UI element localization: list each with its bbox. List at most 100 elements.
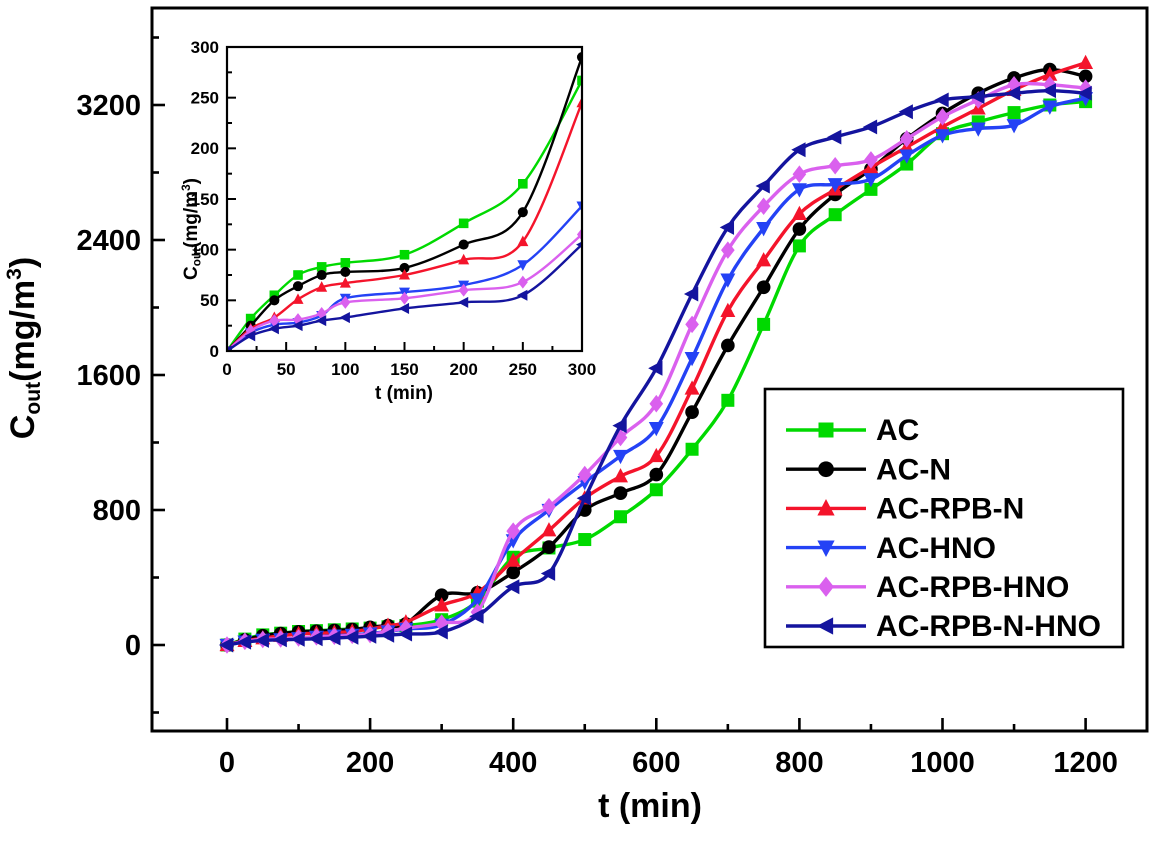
triangle-left-marker (648, 360, 663, 376)
triangle-left-marker (576, 490, 591, 506)
inset-plot-series-AC-HNO-line (228, 205, 581, 350)
circle-marker (721, 338, 735, 353)
triangle-down-marker (576, 201, 581, 211)
square-marker (864, 182, 878, 196)
inset-plot: 0 50 100 150 200 250 300 0 50 100 150 200 250 300 t (m… (180, 38, 596, 404)
inset-plot-x-tick-label: 250 (509, 360, 537, 379)
inset-plot-series-AC-line (228, 79, 581, 350)
circle-icon (818, 461, 834, 478)
triangle-up-marker (541, 522, 557, 537)
triangle-down-marker (863, 173, 879, 188)
inset-plot-x-tick-label: 150 (390, 360, 418, 379)
square-marker (578, 533, 592, 547)
triangle-up-marker (1078, 54, 1094, 69)
diamond-marker (1007, 75, 1021, 94)
square-marker (245, 313, 256, 324)
square-marker (614, 510, 628, 524)
triangle-left-marker (1005, 85, 1021, 101)
triangle-down-marker (899, 149, 915, 164)
triangle-left-marker (244, 330, 256, 342)
legend-label: AC-RPB-N (876, 493, 1024, 526)
square-marker (649, 483, 663, 497)
main-plot-x-axis-label: t (min) (598, 787, 702, 825)
triangle-left-marker (827, 129, 842, 145)
triangle-left-marker (344, 629, 359, 645)
inset-plot-series-AC-RPB-HNO-line (228, 233, 581, 350)
diamond-marker (577, 465, 592, 484)
diamond-marker (458, 283, 469, 297)
main-plot-y-tick-label: 3200 (76, 90, 141, 122)
triangle-left-marker (236, 634, 252, 650)
circle-marker (792, 222, 807, 236)
triangle-left-marker (719, 219, 735, 235)
main-plot-x-tick-label: 0 (219, 747, 235, 779)
diamond-marker (576, 229, 581, 240)
circle-marker (292, 281, 304, 292)
diamond-marker (613, 428, 628, 447)
diamond-marker (756, 197, 771, 216)
inset-plot-x-tick-label: 100 (331, 360, 359, 379)
triangle-up-marker (505, 552, 521, 567)
square-marker (685, 442, 699, 456)
circle-marker (458, 239, 469, 250)
square-marker (900, 157, 914, 171)
square-marker (316, 262, 327, 272)
diamond-marker (899, 129, 914, 148)
triangle-up-marker (791, 205, 807, 221)
triangle-down-marker (1006, 119, 1022, 134)
triangle-up-marker (292, 293, 304, 304)
legend-label: AC-N (876, 453, 951, 486)
main-plot-series-layer (218, 54, 1094, 654)
diamond-marker (292, 313, 304, 327)
circle-marker (649, 467, 664, 482)
circle-marker (517, 207, 528, 218)
main-plot-x-tick-label: 400 (489, 747, 537, 779)
main-plot-y-tick-label: 1600 (76, 360, 141, 392)
diamond-marker (685, 315, 699, 334)
diamond-icon (818, 576, 834, 597)
diamond-marker (792, 165, 807, 183)
triangle-down-icon (817, 540, 835, 557)
triangle-left-marker (433, 624, 448, 640)
legend-label: AC (876, 414, 919, 447)
triangle-left-marker (397, 626, 413, 642)
main-plot-x-tick-label: 800 (775, 747, 823, 779)
inset-plot-ticks (226, 46, 583, 352)
triangle-left-marker (469, 608, 484, 624)
triangle-up-marker (576, 98, 581, 108)
triangle-up-marker (458, 253, 470, 265)
circle-marker (340, 266, 351, 278)
triangle-left-marker (505, 579, 520, 595)
square-marker (577, 75, 581, 86)
circle-marker (316, 269, 327, 281)
inset-plot-x-tick-label: 200 (449, 360, 477, 379)
circle-marker (576, 52, 581, 63)
main-plot-y-tick-label: 800 (93, 495, 141, 527)
circle-marker (542, 540, 556, 554)
triangle-left-marker (254, 632, 269, 648)
triangle-left-marker (379, 627, 395, 643)
triangle-down-marker (648, 421, 664, 437)
main-plot-frame (150, 6, 1149, 733)
main-plot-series-AC-RPB-N-HNO-markers (218, 83, 1092, 653)
triangle-up-marker (648, 447, 664, 463)
triangle-up-marker (339, 277, 351, 288)
inset-plot-x-tick-label: 50 (277, 360, 296, 379)
circle-marker (506, 565, 521, 580)
circle-marker (756, 280, 771, 295)
triangle-down-marker (791, 183, 807, 198)
triangle-down-marker (756, 222, 772, 237)
triangle-left-marker (575, 241, 581, 248)
inset-plot-series-layer (228, 52, 581, 350)
square-marker (269, 290, 280, 301)
main-plot-ticks (152, 36, 1087, 731)
triangle-left-marker (1041, 83, 1056, 99)
square-marker (293, 270, 303, 280)
main-plot-x-tick-label: 200 (346, 747, 394, 779)
triangle-left-marker (315, 315, 327, 327)
diamond-marker (506, 522, 521, 540)
legend-item-AC: AC (786, 414, 919, 447)
legend-label: AC-HNO (876, 532, 996, 565)
triangle-down-marker (970, 122, 986, 137)
triangle-left-marker (683, 286, 699, 302)
